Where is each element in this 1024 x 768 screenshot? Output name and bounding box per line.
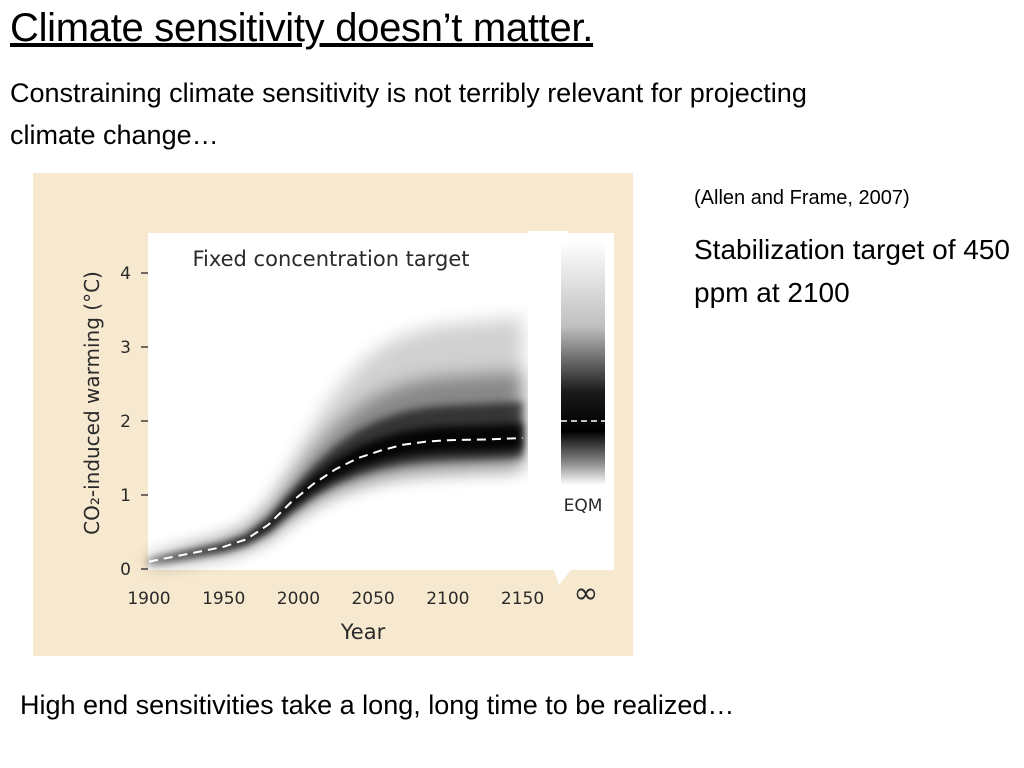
x-tick-label: 1900 — [127, 589, 170, 609]
citation: (Allen and Frame, 2007) — [694, 187, 910, 209]
y-tick-label: 0 — [120, 560, 131, 580]
y-tick-label: 4 — [120, 264, 131, 284]
x-tick-label: 2000 — [277, 589, 320, 609]
x-tick-label: 2100 — [426, 589, 469, 609]
y-tick-label: 2 — [120, 412, 131, 432]
x-tick-label-infinity: ∞ — [574, 576, 599, 611]
equilibrium-bar — [561, 241, 605, 485]
axes: 0 1 2 3 4 1900 1950 2000 2050 2100 2150 ∞ — [120, 264, 598, 611]
chart-title: Fixed concentration target — [192, 247, 469, 271]
footer-text: High end sensitivities take a long, long… — [20, 690, 735, 720]
slide-title: Climate sensitivity doesn’t matter. — [10, 6, 594, 50]
band-core — [149, 423, 523, 563]
y-tick-label: 3 — [120, 338, 131, 358]
figure-panel: 0 1 2 3 4 1900 1950 2000 2050 2100 2150 ∞ Fixed con… — [33, 173, 633, 656]
x-tick-label: 1950 — [202, 589, 245, 609]
x-axis-label: Year — [340, 620, 386, 644]
x-tick-label: 2050 — [351, 589, 394, 609]
x-tick-label: 2150 — [501, 589, 544, 609]
y-tick-label: 1 — [120, 486, 131, 506]
stabilization-note: Stabilization target of 450 ppm at 2100 — [694, 234, 1010, 308]
slide-subtitle: Constraining climate sensitivity is not … — [10, 78, 807, 150]
eqm-label: EQM — [564, 496, 603, 516]
eqm-distribution — [561, 241, 605, 485]
warming-chart: 0 1 2 3 4 1900 1950 2000 2050 2100 2150 ∞ Fixed con… — [33, 173, 633, 656]
median-warming-line — [148, 437, 523, 563]
y-axis-label: CO₂-induced warming (°C) — [80, 271, 104, 535]
